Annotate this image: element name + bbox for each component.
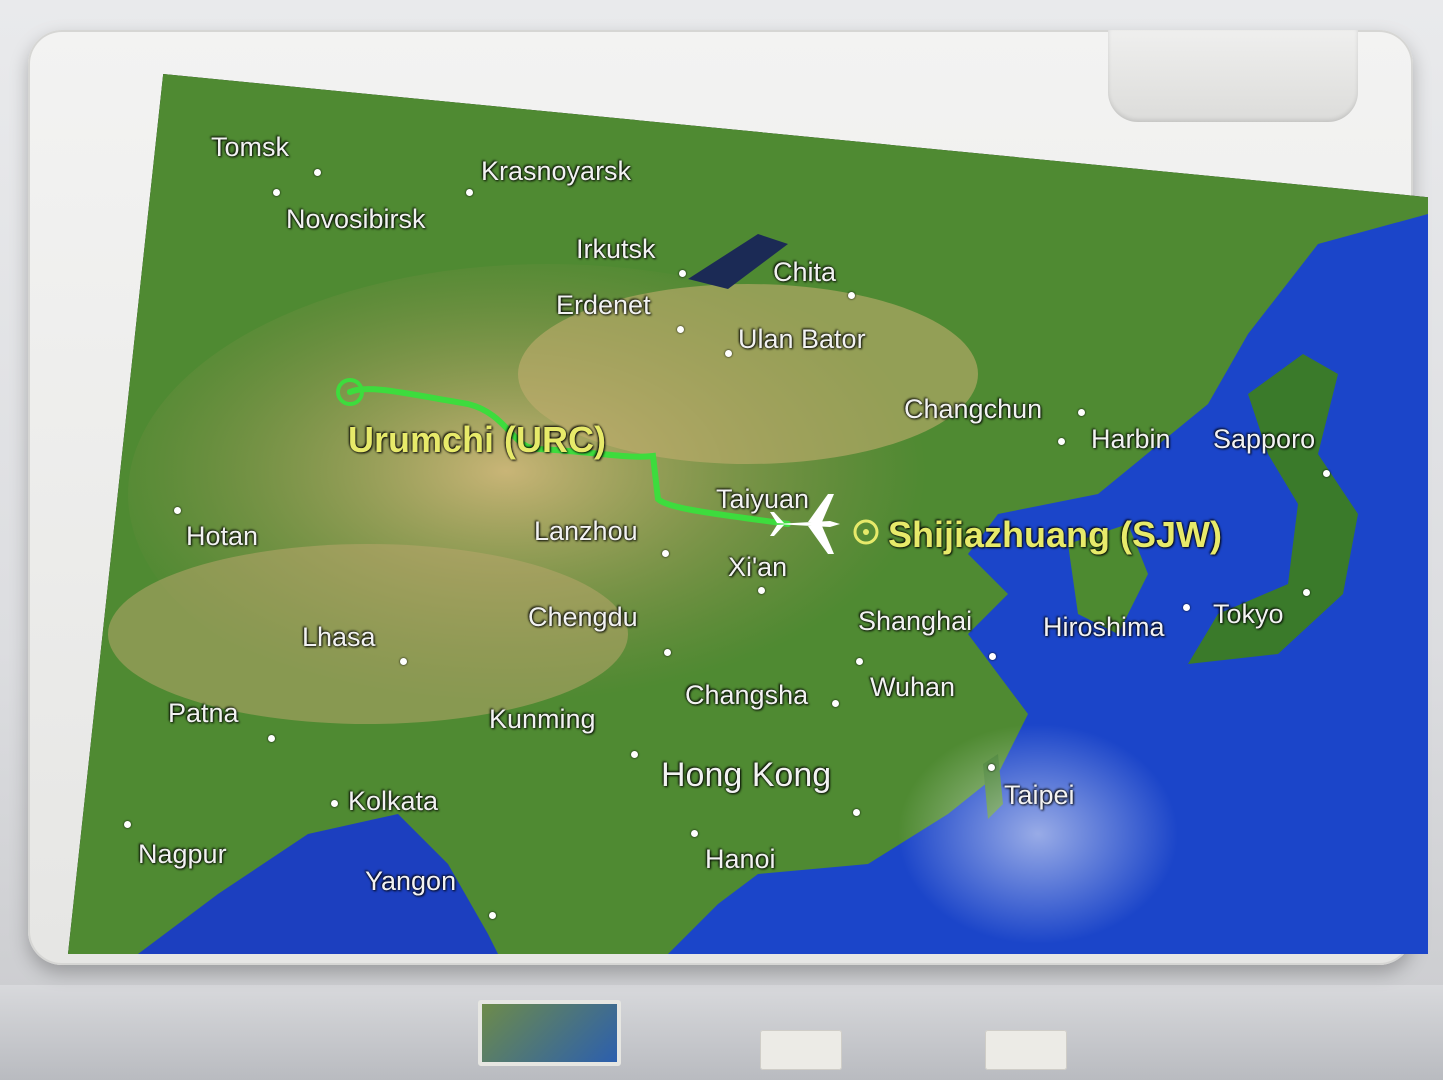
overhead-sign [985,1030,1067,1070]
city-dot [1078,409,1085,416]
bay-of-bengal [138,814,498,954]
city-dot [331,800,338,807]
map-background [68,74,1428,954]
city-dot [400,658,407,665]
city-label-kolkata: Kolkata [348,786,439,816]
city-dot [677,326,684,333]
screen-glare [898,724,1178,944]
city-dot [988,764,995,771]
city-dot [691,830,698,837]
monitor-bezel: Tomsk Krasnoyarsk Novosibirsk Irkutsk Ch… [28,30,1428,965]
city-label-sapporo: Sapporo [1213,424,1316,454]
city-label-yangon: Yangon [365,866,457,896]
city-label-nagpur: Nagpur [138,839,227,869]
city-label-taiyuan: Taiyuan [716,484,810,514]
city-label-ulan-bator: Ulan Bator [738,324,866,354]
city-label-chita: Chita [773,257,837,287]
city-dot [856,658,863,665]
city-dot [268,735,275,742]
destination-airport-label: Shijiazhuang (SJW) [888,514,1223,555]
city-dot [758,587,765,594]
city-label-hiroshima: Hiroshima [1043,612,1165,642]
city-label-chengdu: Chengdu [528,602,638,632]
city-dot [662,550,669,557]
city-dot [124,821,131,828]
city-label-harbin: Harbin [1091,424,1171,454]
city-dot [466,189,473,196]
city-dot [1183,604,1190,611]
city-label-kunming: Kunming [489,704,596,734]
city-dot [273,189,280,196]
lake-baikal [688,234,788,289]
city-dot [989,653,996,660]
flight-map-screen: Tomsk Krasnoyarsk Novosibirsk Irkutsk Ch… [68,74,1428,954]
city-label-hotan: Hotan [186,521,259,551]
city-label-taipei: Taipei [1004,780,1075,810]
city-label-hong-kong: Hong Kong [661,756,832,794]
city-label-erdenet: Erdenet [556,290,651,320]
city-dot [848,292,855,299]
city-label-novosibirsk: Novosibirsk [286,204,426,234]
city-label-tokyo: Tokyo [1213,599,1284,629]
city-label-changsha: Changsha [685,680,809,710]
city-label-lhasa: Lhasa [302,622,376,652]
city-dot [832,700,839,707]
city-label-xian: Xi'an [728,552,788,582]
city-label-lanzhou: Lanzhou [534,516,638,546]
origin-airport-label: Urumchi (URC) [348,419,606,460]
japan [1188,354,1358,664]
overhead-sign [760,1030,842,1070]
city-dot [1323,470,1330,477]
city-dot [679,270,686,277]
city-dot [853,809,860,816]
tibetan-plateau [108,544,628,724]
city-dot [1058,438,1065,445]
origin-marker-icon [336,378,364,406]
city-dot [489,912,496,919]
city-label-krasnoyarsk: Krasnoyarsk [481,156,632,186]
city-dot [174,507,181,514]
city-dot [725,350,732,357]
destination-marker-icon [853,519,879,545]
gobi-desert [518,284,978,464]
pacific-ocean [668,214,1428,954]
city-label-shanghai: Shanghai [858,606,973,636]
city-label-hanoi: Hanoi [705,844,776,874]
city-dot [664,649,671,656]
city-label-tomsk: Tomsk [211,132,290,162]
airplane-icon [770,494,840,554]
cabin-interior [0,985,1443,1080]
flight-route-line [347,386,791,527]
korea [1068,524,1148,634]
monitor-hinge [1108,30,1358,122]
distant-seatback-screen [478,1000,621,1066]
city-label-irkutsk: Irkutsk [576,234,656,264]
city-dot [1303,589,1310,596]
city-dot [314,169,321,176]
city-label-wuhan: Wuhan [870,672,956,702]
city-label-changchun: Changchun [904,394,1043,424]
city-dot [631,751,638,758]
city-label-patna: Patna [168,698,239,728]
